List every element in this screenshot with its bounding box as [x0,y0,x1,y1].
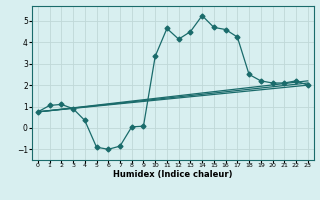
X-axis label: Humidex (Indice chaleur): Humidex (Indice chaleur) [113,170,233,179]
